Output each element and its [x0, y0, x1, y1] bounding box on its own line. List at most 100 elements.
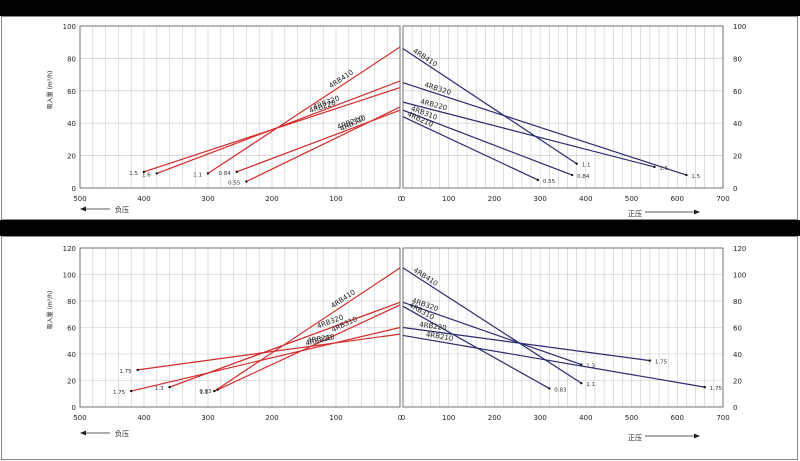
chart-1-x-tick-right: 700 — [716, 195, 729, 203]
chart-1-vacuum-end-label: 0.84 — [219, 171, 232, 177]
chart-2-pressure-end-marker — [580, 363, 583, 366]
chart-2-vacuum-series-label: 4RB210 — [307, 333, 335, 345]
chart-2-x-tick-left: 300 — [201, 414, 214, 422]
chart-1-pressure-end-label: 1.5 — [659, 166, 668, 172]
chart-1-vacuum-end-label: 1.1 — [193, 172, 202, 178]
chart-1-pressure-line-4rb220 — [402, 101, 655, 168]
chart-2-pressure-series-label: 4RB410 — [412, 266, 439, 288]
chart-2-vacuum-end-marker — [136, 368, 139, 372]
chart-1-vacuum-end-marker — [235, 170, 238, 173]
chart-2-y-tick-left: 40 — [67, 351, 76, 359]
chart-1-pressure-line-4rb210 — [402, 116, 539, 181]
chart-2-vacuum-line-4rb410 — [214, 267, 401, 392]
chart-1-pressure-end-marker — [536, 178, 540, 182]
chart-1-y-tick-left: 0 — [72, 185, 76, 193]
chart-1-x-tick-right: 100 — [442, 195, 455, 203]
chart-1-vacuum-end-marker — [142, 170, 146, 173]
chart-2-neg-axis-label: 负压 — [115, 429, 129, 438]
chart-2-x-tick-left: 400 — [137, 414, 150, 422]
chart-2-vacuum-end-marker — [168, 385, 171, 389]
chart-2-pressure-end-label: 1.3 — [586, 364, 595, 370]
chart-1-neg-axis-label: 负压 — [115, 205, 129, 214]
chart-1-pressure-end-label: 1.1 — [582, 163, 591, 169]
chart-2-y-tick-left: 20 — [67, 378, 76, 386]
chart-2-y-tick-right: 80 — [733, 298, 742, 306]
chart-1-right-plot-border — [402, 25, 724, 189]
chart-2-vacuum-end-label: 1.75 — [113, 390, 126, 396]
chart-2-neg-arrow-head — [80, 430, 86, 436]
chart-1-pressure-end-label: 1.5 — [691, 174, 700, 180]
chart-2-x-tick-right: 600 — [671, 414, 684, 422]
chart-2-pressure-line-4rb210 — [402, 334, 705, 388]
chart-1-y-tick-left: 100 — [63, 23, 76, 31]
chart-1-pos-axis-label: 正压 — [628, 210, 642, 218]
chart-1-x-tick-left: 300 — [201, 195, 214, 203]
chart-2-y-tick-right: 0 — [733, 404, 737, 412]
chart-2-vacuum-end-label: 1.75 — [119, 369, 132, 375]
chart-1-x-tick-left: 200 — [265, 195, 278, 203]
chart-1-y-tick-left: 40 — [67, 120, 76, 128]
chart-2-vacuum-end-label: 0.83 — [199, 389, 212, 395]
chart-2-x-tick-right: 0 — [401, 414, 405, 422]
chart-2-y-tick-right: 60 — [733, 325, 742, 333]
chart-1-pressure-end-label: 0.84 — [577, 174, 590, 180]
chart-2-vacuum-end-marker — [216, 388, 219, 391]
chart-1-y-tick-right: 0 — [733, 185, 737, 193]
chart-1-x-tick-right: 0 — [401, 195, 405, 203]
chart-1-y-tick-left: 80 — [67, 55, 76, 63]
chart-2-pressure-end-label: 1.75 — [655, 360, 668, 366]
chart-1-left-plot-border — [79, 25, 401, 189]
chart-2-pressure-line-4rb320 — [402, 301, 582, 366]
chart-1-y-tick-right: 40 — [733, 120, 742, 128]
chart-1-y-axis-label: 吸入量 (m³/h) — [47, 71, 54, 110]
chart-2-y-tick-left: 100 — [63, 272, 76, 280]
chart-1-y-tick-left: 60 — [67, 88, 76, 96]
chart-1-pressure-end-label: 0.55 — [543, 179, 556, 185]
chart-2-x-tick-right: 400 — [579, 414, 592, 422]
chart-2-pressure-end-label: 0.83 — [554, 387, 567, 393]
chart-2-y-tick-right: 120 — [733, 245, 746, 253]
chart-2-y-tick-right: 20 — [733, 378, 742, 386]
chart-2-y-tick-left: 0 — [72, 404, 76, 412]
chart-2-pressure-end-marker — [648, 359, 652, 362]
chart-2-y-axis-label: 吸入量 (m³/h) — [47, 291, 54, 330]
chart-1-vacuum-line-4rb210 — [236, 109, 401, 173]
chart-1-vacuum-end-label: 1.5 — [129, 171, 138, 177]
chart-2-x-tick-right: 500 — [625, 414, 638, 422]
chart-2-pressure-series-label: 4RB220 — [419, 321, 447, 333]
chart-1-pressure-line-4rb410 — [402, 48, 578, 165]
chart-1-y-tick-right: 100 — [733, 23, 746, 31]
chart-2-y-tick-right: 40 — [733, 351, 742, 359]
chart-1-pressure-series-label: 4RB410 — [411, 47, 438, 69]
chart-2-pressure-line-4rb410 — [402, 267, 582, 384]
chart-1-pressure-line-4rb320 — [402, 82, 687, 176]
chart-2-pos-arrow-head — [694, 433, 700, 439]
chart-2-x-tick-left: 200 — [265, 414, 278, 422]
chart-1-pressure-end-marker — [575, 162, 578, 165]
chart-2-x-tick-left: 100 — [329, 414, 342, 422]
chart-2-vacuum-end-marker — [130, 389, 133, 393]
chart-1-pressure-end-marker — [570, 173, 574, 177]
chart-2-pressure-end-marker — [580, 381, 583, 385]
chart-2-x-tick-left: 500 — [73, 414, 86, 422]
chart-1-x-tick-left: 400 — [137, 195, 150, 203]
chart-1-x-tick-right: 200 — [488, 195, 501, 203]
chart-2-x-tick-right: 200 — [488, 414, 501, 422]
chart-2-x-tick-right: 700 — [716, 414, 729, 422]
chart-1-pressure-end-marker — [685, 173, 688, 177]
chart-1-y-tick-right: 20 — [733, 153, 742, 161]
chart-1-vacuum-line-4rb410 — [207, 46, 401, 174]
chart-1-x-tick-right: 600 — [671, 195, 684, 203]
chart-2-pos-axis-label: 正压 — [628, 434, 642, 442]
top-header-bar — [0, 0, 800, 16]
chart-2-pressure-end-marker — [703, 385, 706, 389]
chart-1-x-tick-right: 500 — [625, 195, 638, 203]
chart-1-pressure-end-marker — [653, 165, 656, 169]
chart-1-neg-arrow-head — [80, 206, 86, 212]
chart-2-vacuum-end-marker — [213, 389, 216, 393]
chart-2-pressure-end-label: 1.1 — [586, 382, 595, 388]
chart-2-x-tick-left: 0 — [398, 414, 402, 422]
chart-1-y-tick-right: 60 — [733, 88, 742, 96]
chart-2-pressure-line-4rb220 — [402, 326, 650, 362]
